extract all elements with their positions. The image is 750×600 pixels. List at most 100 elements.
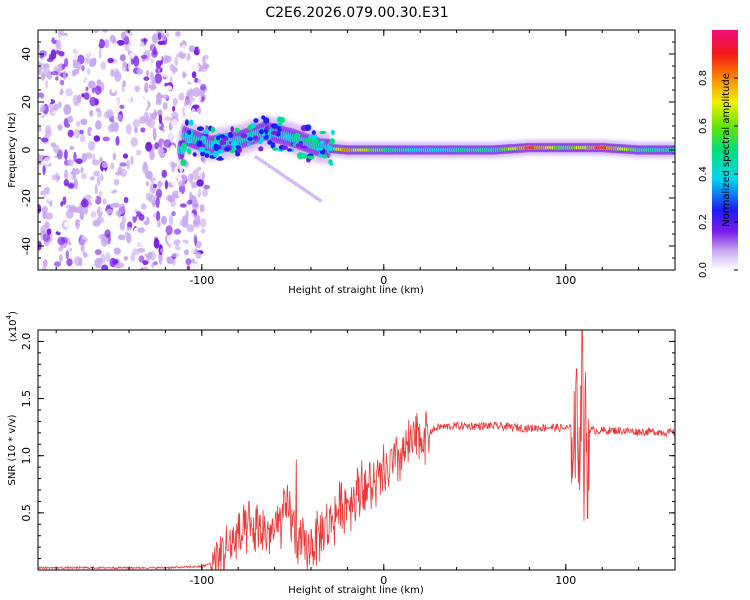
noise-blob	[57, 226, 63, 233]
noise-blob	[149, 251, 156, 261]
noise-blob	[80, 30, 85, 35]
noise-blob	[192, 64, 200, 72]
noise-blob	[40, 190, 45, 196]
band-blob	[319, 130, 327, 135]
noise-blob	[101, 162, 108, 168]
noise-blob	[162, 66, 168, 78]
noise-blob	[78, 129, 84, 135]
noise-blob	[201, 171, 205, 181]
noise-blob	[165, 55, 172, 63]
noise-blob	[48, 197, 52, 202]
noise-blob	[132, 118, 140, 128]
noise-blob	[138, 241, 145, 246]
y-tick-label: -20	[20, 189, 33, 207]
band-blob	[204, 153, 210, 158]
band-blob	[276, 122, 283, 127]
band-blob	[202, 129, 210, 135]
noise-blob	[64, 169, 69, 181]
noise-blob	[90, 129, 97, 136]
noise-blob	[87, 220, 92, 227]
noise-blob	[172, 105, 176, 112]
snr-multiplier-base: (x10	[8, 319, 19, 342]
band-blob	[188, 119, 194, 126]
noise-blob	[67, 173, 73, 181]
noise-blob	[80, 118, 88, 126]
noise-blob	[93, 30, 99, 34]
noise-blob	[81, 65, 85, 72]
band-blob	[218, 134, 226, 138]
noise-blob	[200, 83, 207, 91]
noise-blob	[98, 47, 102, 59]
noise-blob	[100, 236, 109, 247]
noise-blob	[99, 185, 106, 192]
spectrogram-y-ticks: -40 -20 0 20 40	[20, 29, 675, 271]
noise-blob	[59, 115, 65, 122]
noise-blob	[44, 221, 50, 229]
noise-blob	[83, 92, 90, 100]
noise-blob	[161, 169, 168, 178]
noise-blob	[158, 113, 163, 124]
noise-blob	[202, 199, 206, 206]
noise-blob	[139, 41, 146, 47]
band-blob	[293, 132, 301, 138]
noise-blob	[99, 156, 103, 163]
noise-blob	[189, 88, 194, 96]
svg-text:(x104): (x104)	[5, 311, 19, 342]
noise-blob	[151, 49, 158, 58]
band-blob	[196, 140, 203, 147]
noise-blob	[159, 248, 165, 254]
noise-blob	[75, 221, 80, 230]
noise-blob	[159, 202, 163, 210]
noise-blob	[188, 212, 195, 222]
noise-blob	[49, 187, 56, 198]
noise-blob	[205, 250, 210, 256]
noise-blob	[163, 139, 172, 148]
noise-blob	[63, 179, 69, 187]
noise-blob	[124, 231, 129, 238]
noise-blob	[80, 244, 85, 253]
noise-blob	[188, 45, 196, 53]
noise-blob	[75, 61, 82, 71]
noise-blob	[152, 127, 156, 135]
noise-blob	[42, 165, 46, 176]
noise-blob	[189, 52, 196, 58]
noise-blob	[155, 197, 160, 208]
band-blob	[329, 161, 334, 166]
noise-blob	[192, 104, 200, 109]
noise-blob	[85, 86, 89, 92]
noise-blob	[44, 129, 53, 138]
snr-background	[38, 330, 675, 570]
band-blob	[185, 119, 189, 126]
noise-blob	[136, 68, 143, 75]
noise-blob	[135, 149, 142, 156]
noise-blob	[42, 259, 48, 268]
noise-blob	[197, 91, 203, 96]
noise-blob	[61, 63, 66, 70]
noise-blob	[134, 85, 140, 93]
noise-blob	[57, 130, 63, 137]
noise-blob	[92, 194, 97, 202]
noise-blob	[67, 159, 74, 167]
noise-blob	[44, 98, 52, 104]
band-blob	[240, 133, 248, 139]
noise-blob	[69, 146, 75, 150]
noise-blob	[71, 89, 79, 95]
noise-blob	[115, 174, 120, 180]
noise-blob	[136, 48, 141, 56]
noise-blob	[131, 30, 137, 34]
noise-blob	[59, 254, 63, 263]
noise-blob	[80, 41, 84, 49]
noise-blob	[174, 90, 182, 96]
band-blob	[258, 146, 264, 152]
noise-blob	[57, 30, 62, 39]
noise-blob	[114, 144, 123, 153]
noise-blob	[170, 200, 176, 208]
noise-blob	[159, 132, 167, 140]
noise-blob	[143, 111, 149, 122]
noise-blob	[124, 84, 129, 94]
noise-blob	[43, 186, 51, 195]
noise-blob	[112, 259, 119, 265]
noise-blob	[43, 156, 52, 166]
noise-blob	[79, 134, 86, 143]
